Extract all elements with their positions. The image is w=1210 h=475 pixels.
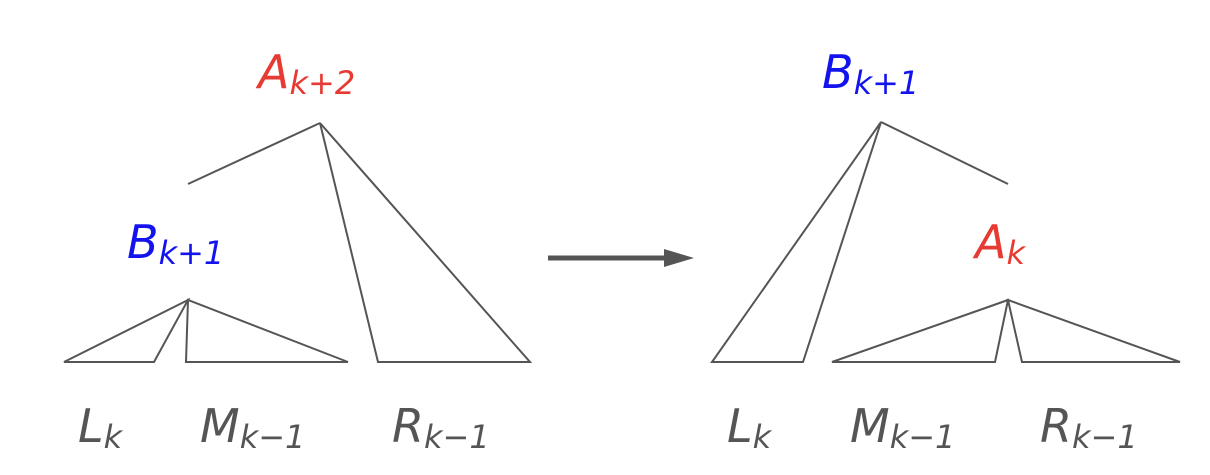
left-leaf-l-main: L	[78, 399, 104, 453]
left-root-subscript: k+2	[289, 64, 355, 102]
right-leaf-r-subscript: k−1	[1072, 418, 1138, 456]
right-root-label: Bk+1	[822, 45, 919, 102]
right-subtree-l	[710, 121, 882, 363]
left-root-main: A	[255, 45, 289, 99]
transform-arrow	[548, 249, 694, 267]
left-leaf-l-label: Lk	[78, 399, 124, 456]
right-leaf-m-subscript: k−1	[890, 418, 956, 456]
left-leaf-r-label: Rk−1	[392, 399, 490, 456]
left-root-left-branch	[187, 122, 321, 185]
left-child-subscript: k+1	[159, 234, 225, 272]
right-child-label: Ak	[972, 215, 1026, 272]
right-leaf-l-subscript: k	[753, 418, 773, 456]
right-leaf-r-label: Rk−1	[1040, 399, 1138, 456]
left-child-label: Bk+1	[127, 215, 224, 272]
right-leaf-r-main: R	[1040, 399, 1072, 453]
left-tree: Ak+2 Bk+1 Lk Mk−1 Rk−1	[63, 45, 533, 456]
right-root-main: B	[822, 45, 854, 99]
right-leaf-l-main: L	[727, 399, 753, 453]
left-root-label: Ak+2	[255, 45, 355, 102]
left-leaf-l-subscript: k	[104, 418, 124, 456]
left-subtree-m	[184, 298, 349, 363]
left-subtree-r	[319, 122, 533, 363]
right-subtree-m	[831, 298, 1010, 363]
right-subtree-r	[1006, 298, 1181, 363]
left-subtree-l	[63, 297, 191, 363]
arrow-head-icon	[664, 249, 694, 267]
left-leaf-m-subscript: k−1	[240, 418, 306, 456]
left-leaf-r-subscript: k−1	[424, 418, 490, 456]
right-root-subscript: k+1	[854, 64, 920, 102]
right-child-main: A	[972, 215, 1006, 269]
right-tree: Bk+1 Ak Lk Mk−1 Rk−1	[710, 45, 1181, 456]
left-leaf-r-main: R	[392, 399, 424, 453]
right-leaf-m-label: Mk−1	[850, 399, 955, 456]
right-leaf-m-main: M	[850, 399, 890, 453]
left-leaf-m-main: M	[200, 399, 240, 453]
left-child-main: B	[127, 215, 159, 269]
right-leaf-l-label: Lk	[727, 399, 773, 456]
right-root-right-branch	[880, 121, 1009, 185]
left-leaf-m-label: Mk−1	[200, 399, 305, 456]
right-child-subscript: k	[1006, 234, 1026, 272]
